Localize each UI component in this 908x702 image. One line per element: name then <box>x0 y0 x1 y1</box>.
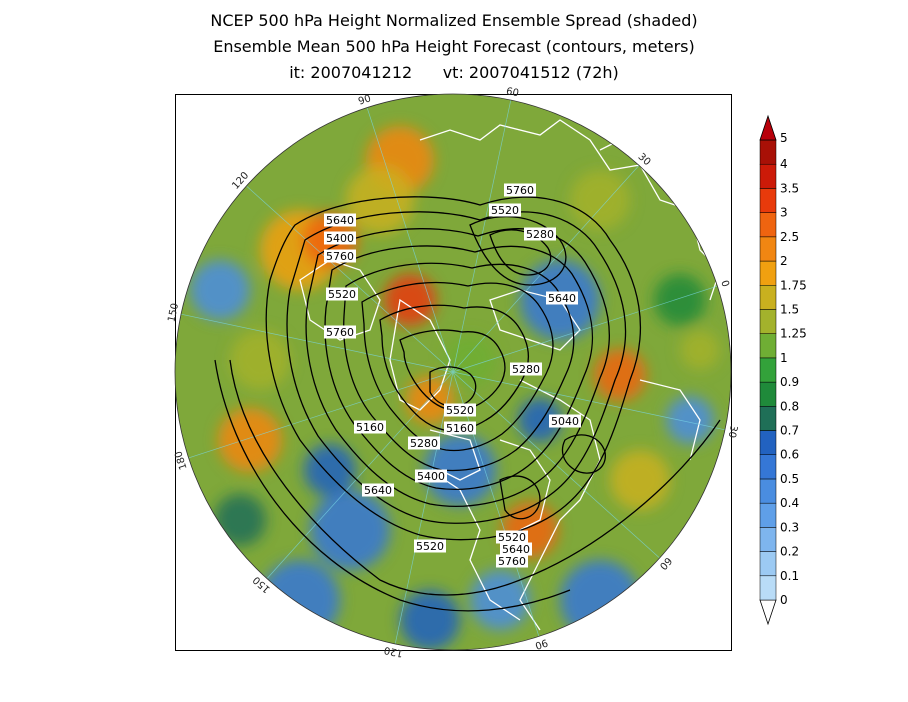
colorbar-swatch <box>759 163 777 189</box>
colorbar-tick-label: 0.6 <box>780 448 799 462</box>
colorbar-swatch <box>759 285 777 310</box>
svg-text:5640: 5640 <box>326 214 354 227</box>
colorbar-swatch <box>759 502 777 528</box>
title-line-3: it: 2007041212 vt: 2007041512 (72h) <box>289 63 619 82</box>
colorbar-tick-label: 1.5 <box>780 302 799 316</box>
contour-label: 5760 <box>504 183 536 197</box>
contour-label: 5640 <box>362 483 394 497</box>
svg-text:5400: 5400 <box>326 232 354 245</box>
longitude-label: 90 <box>357 93 373 107</box>
colorbar-tick-label: 2.5 <box>780 230 799 244</box>
colorbar-tick-label: 0.9 <box>780 375 799 389</box>
colorbar-swatch <box>759 527 777 552</box>
title-line-1: NCEP 500 hPa Height Normalized Ensemble … <box>210 11 698 30</box>
svg-text:5520: 5520 <box>491 204 519 217</box>
svg-text:5040: 5040 <box>551 415 579 428</box>
svg-text:5760: 5760 <box>498 555 526 568</box>
svg-text:5640: 5640 <box>548 292 576 305</box>
contour-label: 5520 <box>414 539 446 553</box>
colorbar-tick-label: 4 <box>780 157 788 171</box>
colorbar-tick-label: 0.2 <box>780 545 799 559</box>
svg-text:5760: 5760 <box>506 184 534 197</box>
colorbar-swatch <box>759 478 777 504</box>
colorbar-legend: 0 0.1 0.2 0.3 0.4 0.5 0.6 0.7 0.8 0.9 1 1.25 1.5 1.75… <box>759 114 807 626</box>
svg-text:5520: 5520 <box>416 540 444 553</box>
colorbar-swatch <box>759 357 777 383</box>
svg-text:5640: 5640 <box>502 543 530 556</box>
contour-label: 5280 <box>510 362 542 376</box>
svg-text:5520: 5520 <box>498 531 526 544</box>
spread-shading <box>175 94 731 650</box>
colorbar-tick-label: 0.3 <box>780 520 799 534</box>
colorbar-swatch <box>759 406 777 431</box>
colorbar-swatch <box>759 139 777 165</box>
svg-text:5160: 5160 <box>356 421 384 434</box>
colorbar-tick-label: 1.75 <box>780 278 807 292</box>
contour-label: 5280 <box>524 227 556 241</box>
colorbar-tick-label: 3 <box>780 206 788 220</box>
colorbar-tick-label: 0 <box>780 593 788 607</box>
svg-text:5760: 5760 <box>326 250 354 263</box>
colorbar-swatch <box>759 430 777 455</box>
contour-label: 5760 <box>496 554 528 568</box>
contour-label: 5640 <box>324 213 356 227</box>
contour-label: 5400 <box>324 231 356 245</box>
svg-text:5160: 5160 <box>446 422 474 435</box>
svg-text:5280: 5280 <box>526 228 554 241</box>
contour-label: 5280 <box>408 436 440 450</box>
contour-label: 5400 <box>415 469 447 483</box>
colorbar-max-arrow <box>759 114 777 141</box>
contour-label: 5640 <box>500 542 532 556</box>
colorbar-swatch <box>759 188 777 213</box>
colorbar-tick-label: 1.25 <box>780 327 807 341</box>
svg-text:5640: 5640 <box>364 484 392 497</box>
contour-label: 5160 <box>354 420 386 434</box>
longitude-label: 30 <box>726 424 739 439</box>
longitude-label: 90 <box>533 636 549 650</box>
colorbar-swatch <box>759 454 777 480</box>
contour-label: 5040 <box>549 414 581 428</box>
longitude-label: 60 <box>505 86 520 99</box>
colorbar-tick-label: 0.7 <box>780 424 799 438</box>
colorbar-swatch <box>759 260 777 286</box>
colorbar-tick-label: 0.8 <box>780 399 799 413</box>
contour-label: 5520 <box>496 530 528 544</box>
svg-text:5760: 5760 <box>326 326 354 339</box>
colorbar-tick-label: 3.5 <box>780 181 799 195</box>
contour-label: 5160 <box>444 421 476 435</box>
svg-text:5520: 5520 <box>446 404 474 417</box>
colorbar-tick-label: 2 <box>780 254 788 268</box>
colorbar-swatch <box>759 309 777 334</box>
longitude-label: 0 <box>718 279 730 288</box>
svg-text:5280: 5280 <box>410 437 438 450</box>
title-line-2: Ensemble Mean 500 hPa Height Forecast (c… <box>213 37 695 56</box>
colorbar-swatch <box>759 575 777 601</box>
svg-text:5520: 5520 <box>328 288 356 301</box>
contour-label: 5520 <box>444 403 476 417</box>
colorbar-swatch <box>759 551 777 577</box>
contour-label: 5760 <box>324 249 356 263</box>
colorbar-tick-label: 0.1 <box>780 569 799 583</box>
colorbar-min-arrow <box>759 599 777 626</box>
colorbar-swatch <box>759 333 777 359</box>
colorbar-tick-label: 1 <box>780 351 788 365</box>
colorbar-swatch <box>759 381 777 407</box>
colorbar-tick-label: 0.5 <box>780 472 799 486</box>
contour-label: 5520 <box>326 287 358 301</box>
colorbar-swatch <box>759 236 777 262</box>
longitude-label: 120 <box>383 644 404 659</box>
longitude-label: 150 <box>166 302 181 323</box>
contour-label: 5760 <box>324 325 356 339</box>
svg-text:5400: 5400 <box>417 470 445 483</box>
contour-label: 5640 <box>546 291 578 305</box>
colorbar-tick-label: 5 <box>780 131 788 145</box>
colorbar-tick-label: 0.4 <box>780 496 799 510</box>
svg-text:5280: 5280 <box>512 363 540 376</box>
colorbar-swatch <box>759 212 777 238</box>
contour-label: 5520 <box>489 203 521 217</box>
